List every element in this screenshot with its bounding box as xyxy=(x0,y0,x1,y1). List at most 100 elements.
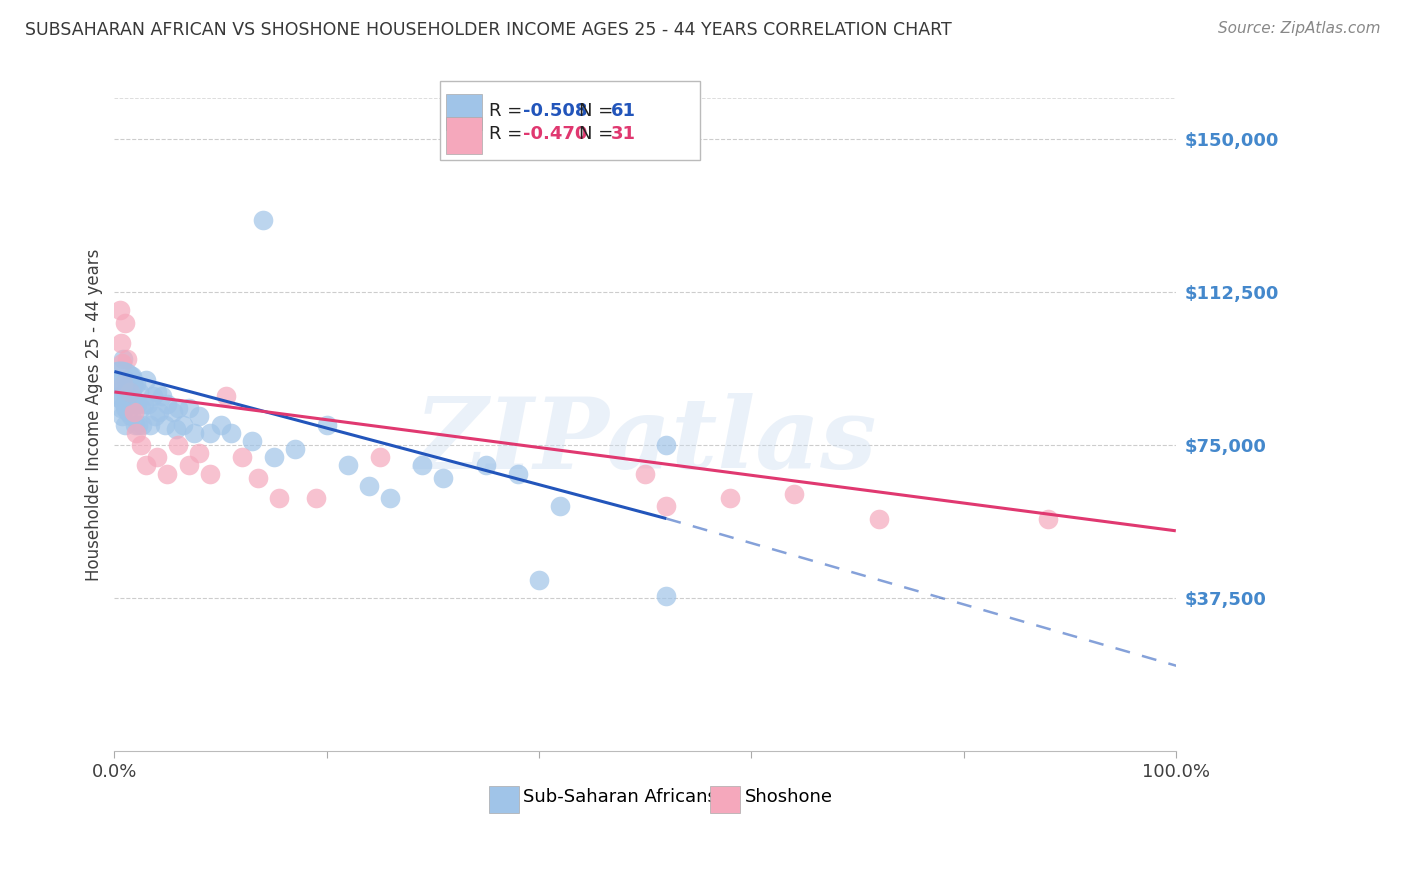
Point xyxy=(131,417,153,432)
Point xyxy=(110,401,132,416)
Point xyxy=(246,471,269,485)
Point xyxy=(506,467,529,481)
Point xyxy=(655,500,678,514)
Point xyxy=(135,458,157,473)
Point xyxy=(142,389,165,403)
Point xyxy=(411,458,433,473)
Point xyxy=(634,467,657,481)
Point xyxy=(110,335,132,350)
Point xyxy=(108,376,131,391)
Point xyxy=(215,389,238,403)
Point xyxy=(156,467,179,481)
Point xyxy=(128,384,150,399)
Point xyxy=(120,409,142,424)
Point xyxy=(124,425,146,440)
Point xyxy=(111,352,134,367)
Point xyxy=(783,487,806,501)
Point xyxy=(111,376,134,391)
Point xyxy=(114,384,136,399)
Point xyxy=(112,397,135,411)
Point xyxy=(115,373,138,387)
Point xyxy=(167,438,190,452)
Point xyxy=(111,409,134,424)
Point xyxy=(252,213,274,227)
Point xyxy=(155,417,177,432)
Point xyxy=(868,511,890,525)
Point xyxy=(267,491,290,505)
Point xyxy=(242,434,264,448)
Point xyxy=(124,417,146,432)
Point xyxy=(122,405,145,419)
Text: -0.508: -0.508 xyxy=(523,103,588,120)
Point xyxy=(114,316,136,330)
Point xyxy=(315,417,337,432)
Point xyxy=(284,442,307,457)
FancyBboxPatch shape xyxy=(710,787,740,814)
Point xyxy=(172,417,194,432)
Text: -0.470: -0.470 xyxy=(523,125,588,143)
Point xyxy=(107,373,129,387)
Point xyxy=(198,425,221,440)
Point xyxy=(143,409,166,424)
Point xyxy=(162,405,184,419)
Point xyxy=(121,368,143,383)
Y-axis label: Householder Income Ages 25 - 44 years: Householder Income Ages 25 - 44 years xyxy=(86,248,103,581)
Text: SUBSAHARAN AFRICAN VS SHOSHONE HOUSEHOLDER INCOME AGES 25 - 44 YEARS CORRELATION: SUBSAHARAN AFRICAN VS SHOSHONE HOUSEHOLD… xyxy=(25,21,952,39)
Point xyxy=(231,450,253,465)
Point xyxy=(124,376,146,391)
Point xyxy=(380,491,402,505)
Point xyxy=(127,417,149,432)
Point xyxy=(135,373,157,387)
Point xyxy=(1038,511,1060,525)
Point xyxy=(114,417,136,432)
Point xyxy=(120,384,142,399)
Point xyxy=(718,491,741,505)
Point xyxy=(120,393,142,408)
Point xyxy=(183,425,205,440)
Point xyxy=(114,401,136,416)
Point xyxy=(165,422,187,436)
Point xyxy=(209,417,232,432)
Point xyxy=(432,471,454,485)
Point xyxy=(146,450,169,465)
Point xyxy=(527,573,550,587)
Point xyxy=(177,458,200,473)
Point xyxy=(139,417,162,432)
Point xyxy=(111,356,134,370)
Point xyxy=(188,446,211,460)
Point xyxy=(655,589,678,603)
FancyBboxPatch shape xyxy=(446,94,482,130)
Point xyxy=(177,401,200,416)
Point xyxy=(156,397,179,411)
Text: Source: ZipAtlas.com: Source: ZipAtlas.com xyxy=(1218,21,1381,37)
Point xyxy=(359,479,381,493)
Text: N =: N = xyxy=(579,103,619,120)
Point xyxy=(117,405,139,419)
Point xyxy=(115,352,138,367)
FancyBboxPatch shape xyxy=(489,787,519,814)
Point xyxy=(655,438,678,452)
Point xyxy=(138,397,160,411)
Point xyxy=(146,384,169,399)
Text: N =: N = xyxy=(579,125,619,143)
Text: Sub-Saharan Africans: Sub-Saharan Africans xyxy=(523,789,717,806)
Text: 61: 61 xyxy=(612,103,636,120)
Point xyxy=(108,389,131,403)
Point xyxy=(167,401,190,416)
Point xyxy=(134,397,156,411)
FancyBboxPatch shape xyxy=(440,81,700,161)
Point xyxy=(108,303,131,318)
Point xyxy=(368,450,391,465)
Point xyxy=(125,397,148,411)
Point xyxy=(129,401,152,416)
Point xyxy=(118,376,141,391)
Point xyxy=(129,438,152,452)
Point xyxy=(122,393,145,408)
Point xyxy=(148,405,170,419)
Point xyxy=(305,491,328,505)
Text: 31: 31 xyxy=(612,125,636,143)
Text: R =: R = xyxy=(489,125,529,143)
Text: R =: R = xyxy=(489,103,529,120)
Point xyxy=(115,389,138,403)
Point xyxy=(336,458,359,473)
